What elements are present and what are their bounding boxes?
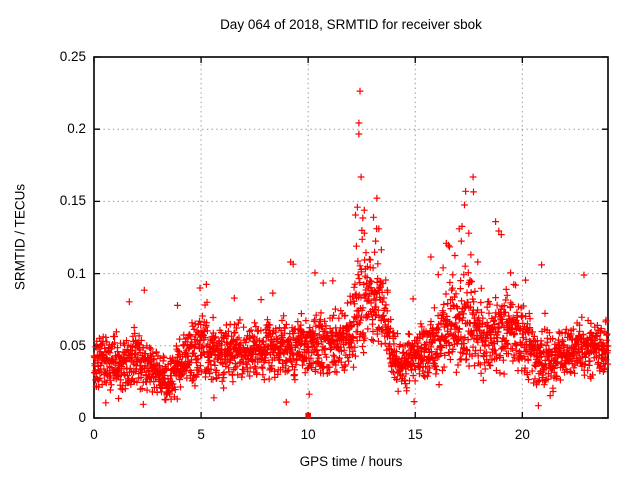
x-tick-label: 20	[514, 427, 530, 442]
x-tick-label: 5	[197, 427, 205, 442]
y-tick-label: 0.2	[67, 121, 86, 137]
scatter-points	[90, 87, 612, 410]
x-tick-label: 15	[407, 427, 423, 442]
y-tick-label: 0	[78, 410, 86, 425]
chart-title: Day 064 of 2018, SRMTID for receiver sbo…	[220, 17, 482, 32]
x-axis-label: GPS time / hours	[299, 454, 403, 469]
y-tick-label: 0.05	[59, 337, 86, 353]
y-tick-label: 0.1	[67, 265, 86, 281]
zero-marker-square	[305, 412, 311, 419]
x-tick-label: 0	[90, 427, 98, 442]
y-tick-label: 0.15	[59, 193, 86, 209]
x-tick-label: 10	[300, 427, 316, 442]
y-tick-label: 0.25	[59, 49, 86, 64]
plot-border	[93, 56, 609, 419]
